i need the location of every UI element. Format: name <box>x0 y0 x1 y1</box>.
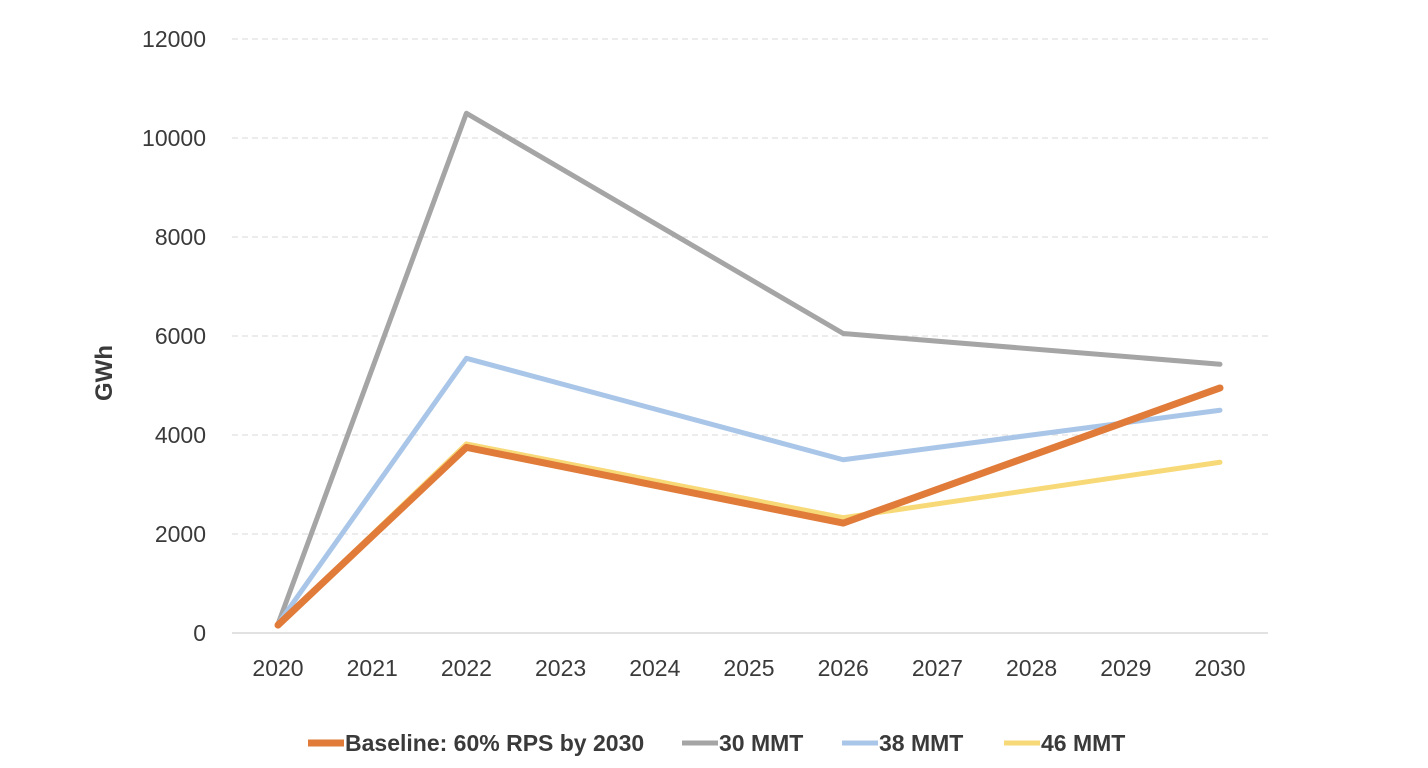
x-tick-label: 2029 <box>1100 655 1151 681</box>
y-tick-label: 6000 <box>155 323 206 349</box>
x-tick-label: 2023 <box>535 655 586 681</box>
legend-label: 30 MMT <box>719 730 803 756</box>
x-tick-label: 2027 <box>912 655 963 681</box>
x-tick-label: 2026 <box>818 655 869 681</box>
y-tick-label: 2000 <box>155 521 206 547</box>
legend-label: Baseline: 60% RPS by 2030 <box>345 730 644 756</box>
series-line-38-mmt <box>275 355 1223 627</box>
legend-label: 38 MMT <box>879 730 963 756</box>
y-tick-label: 8000 <box>155 224 206 250</box>
x-axis-ticks: 2020 2021 2022 2023 2024 2025 2026 2027 2028 2029… <box>252 655 1245 681</box>
y-tick-label: 12000 <box>142 26 206 52</box>
x-tick-label: 2022 <box>441 655 492 681</box>
x-tick-label: 2021 <box>347 655 398 681</box>
series-line-30-mmt <box>275 110 1223 627</box>
y-axis-title: GWh <box>91 345 118 401</box>
series-line-46-mmt <box>275 441 1223 628</box>
gridlines <box>232 38 1268 634</box>
series-lines <box>274 110 1224 629</box>
x-tick-label: 2028 <box>1006 655 1057 681</box>
y-tick-label: 0 <box>193 620 206 646</box>
y-tick-label: 10000 <box>142 125 206 151</box>
series-line-baseline-60-rps-by-2030 <box>274 384 1224 629</box>
x-tick-label: 2020 <box>252 655 303 681</box>
x-tick-label: 2025 <box>723 655 774 681</box>
legend-label: 46 MMT <box>1041 730 1125 756</box>
y-tick-label: 4000 <box>155 422 206 448</box>
legend: Baseline: 60% RPS by 2030 30 MMT 38 MMT 46 … <box>308 730 1125 756</box>
x-tick-label: 2030 <box>1194 655 1245 681</box>
x-tick-label: 2024 <box>629 655 680 681</box>
y-axis-ticks: 0 2000 4000 6000 8000 10000 12000 <box>142 26 206 646</box>
